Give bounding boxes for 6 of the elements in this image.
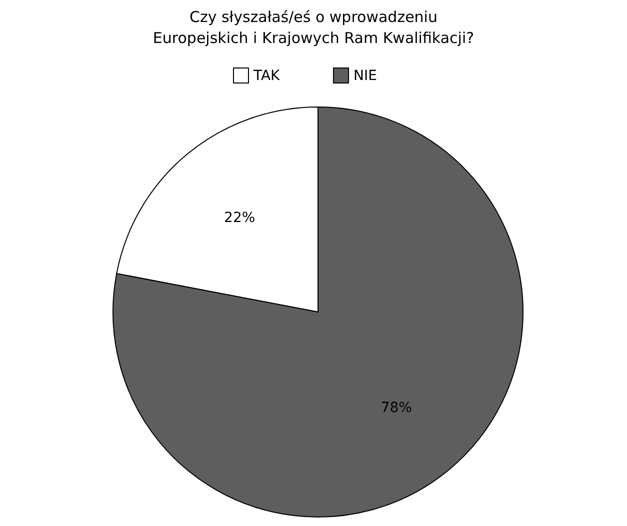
legend-label: NIE	[354, 68, 377, 84]
legend-label: TAK	[252, 68, 281, 84]
pie-slice	[112, 106, 524, 518]
chart-title: Czy słyszałaś/eś o wprowadzeniu Europejskich i Krajowych Ram Kwalifikacji?	[152, 8, 474, 47]
data-label: 22%	[224, 210, 256, 226]
data-label: 78%	[380, 400, 412, 416]
